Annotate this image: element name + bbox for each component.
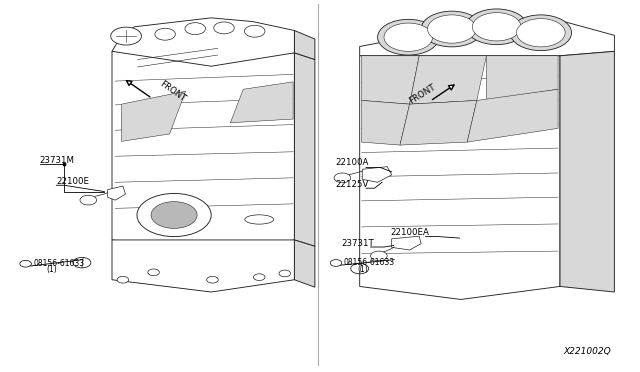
Circle shape — [421, 11, 483, 47]
Circle shape — [334, 173, 351, 183]
Circle shape — [244, 25, 265, 37]
Circle shape — [378, 19, 439, 55]
Text: (1): (1) — [357, 264, 368, 273]
Circle shape — [20, 260, 31, 267]
Polygon shape — [112, 51, 294, 252]
Text: 22100EA: 22100EA — [390, 228, 429, 237]
Circle shape — [80, 195, 97, 205]
Circle shape — [151, 202, 197, 228]
Polygon shape — [560, 51, 614, 292]
Text: 08156-61633: 08156-61633 — [344, 258, 395, 267]
Polygon shape — [294, 31, 315, 60]
Circle shape — [466, 9, 527, 45]
Circle shape — [207, 276, 218, 283]
Circle shape — [279, 270, 291, 277]
Circle shape — [155, 28, 175, 40]
Polygon shape — [230, 82, 293, 123]
Circle shape — [516, 19, 565, 47]
Circle shape — [148, 269, 159, 276]
Polygon shape — [362, 100, 410, 145]
Polygon shape — [112, 18, 294, 66]
Polygon shape — [362, 56, 419, 104]
Polygon shape — [392, 236, 421, 250]
Text: 23731T: 23731T — [341, 238, 374, 247]
Circle shape — [510, 15, 572, 51]
Text: FRONT: FRONT — [158, 80, 188, 104]
Circle shape — [253, 274, 265, 280]
Polygon shape — [112, 240, 294, 292]
Text: 22125V: 22125V — [335, 180, 369, 189]
Ellipse shape — [245, 215, 274, 224]
Circle shape — [73, 257, 91, 268]
Polygon shape — [294, 240, 315, 287]
Text: 22100A: 22100A — [335, 158, 369, 167]
Polygon shape — [362, 167, 392, 182]
Circle shape — [185, 23, 205, 35]
Polygon shape — [122, 91, 186, 141]
Text: FRONT: FRONT — [407, 83, 437, 106]
Text: 08156-61633: 08156-61633 — [33, 259, 84, 267]
Polygon shape — [467, 89, 558, 142]
Circle shape — [111, 27, 141, 45]
Circle shape — [351, 263, 369, 274]
Circle shape — [214, 22, 234, 34]
Circle shape — [137, 193, 211, 237]
Circle shape — [371, 251, 387, 261]
Polygon shape — [360, 20, 614, 56]
Polygon shape — [294, 53, 315, 246]
Polygon shape — [410, 56, 486, 104]
Circle shape — [428, 15, 476, 43]
Circle shape — [117, 276, 129, 283]
Text: 23731M: 23731M — [40, 156, 75, 165]
Text: 22100E: 22100E — [56, 177, 90, 186]
Text: (1): (1) — [46, 265, 57, 274]
Polygon shape — [486, 56, 558, 100]
Polygon shape — [400, 100, 477, 145]
Polygon shape — [108, 186, 125, 200]
Circle shape — [384, 23, 433, 51]
Circle shape — [472, 13, 521, 41]
Text: X221002Q: X221002Q — [563, 347, 611, 356]
Polygon shape — [360, 56, 560, 299]
Circle shape — [330, 260, 342, 266]
